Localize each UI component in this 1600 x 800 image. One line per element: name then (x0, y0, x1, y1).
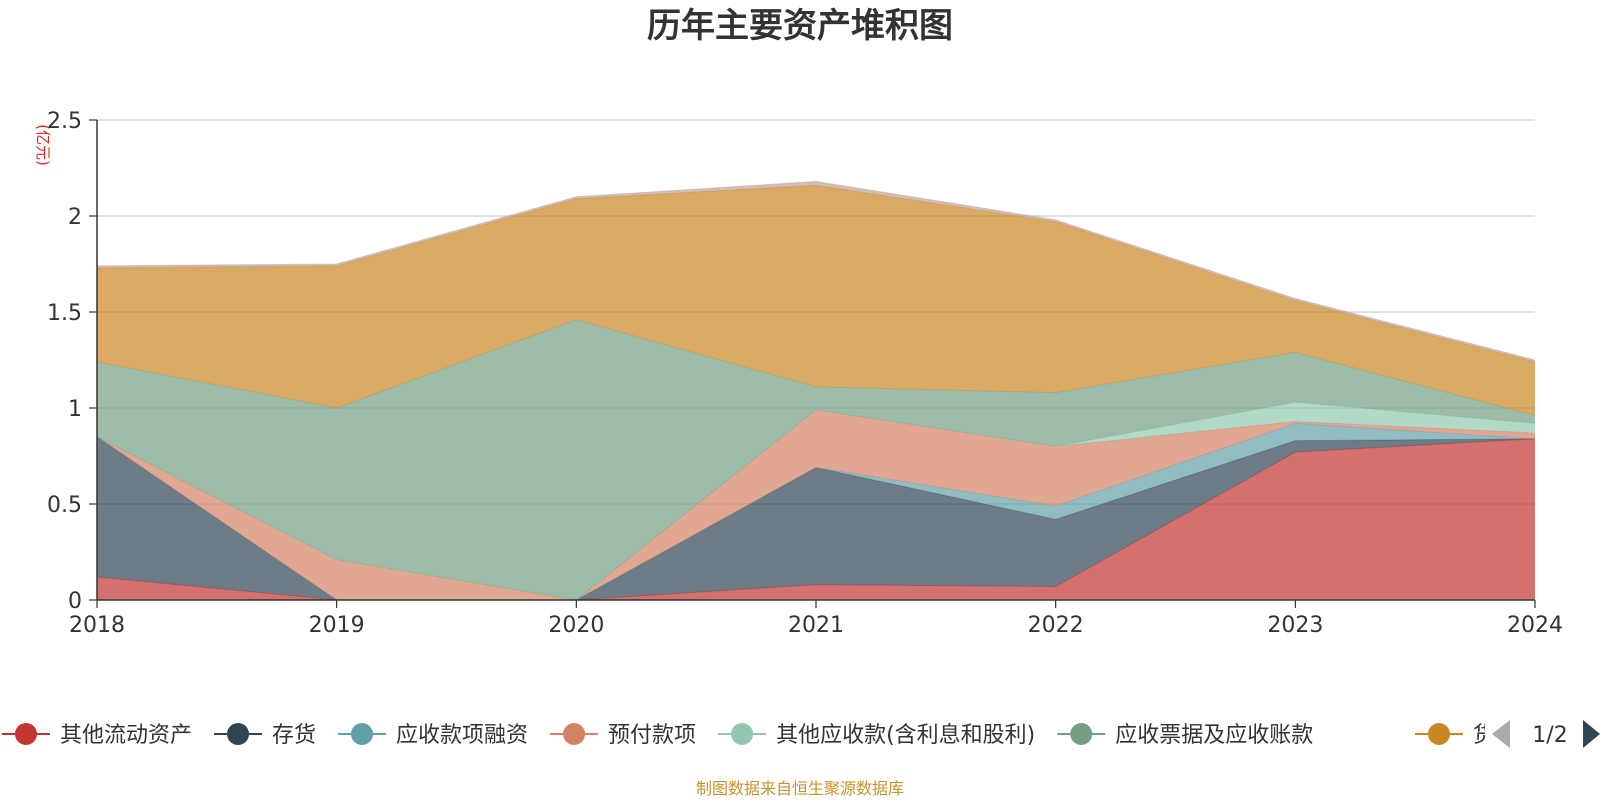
y-tick-label: 0.5 (47, 493, 82, 518)
legend-label: 其他应收款(含利息和股利) (776, 723, 1035, 748)
y-tick-label: 0 (68, 589, 82, 614)
legend-prev-page-icon[interactable] (1492, 720, 1510, 748)
y-tick-label: 1.5 (47, 301, 82, 326)
area-series-6 (97, 185, 1535, 416)
x-tick-label: 2021 (788, 613, 844, 638)
legend-page-indicator: 1/2 (1532, 723, 1567, 748)
legend-marker (351, 723, 374, 745)
legend-item[interactable]: 应收票据及应收账款 (1057, 723, 1313, 748)
area-series-layer (96, 180, 1536, 601)
area-series-5 (97, 319, 1535, 600)
area-series-0 (97, 438, 1535, 600)
legend-item[interactable]: 存货 (214, 723, 316, 748)
y-tick-label: 1 (68, 397, 82, 422)
area-series-2 (97, 423, 1535, 600)
x-tick-label: 2020 (548, 613, 604, 638)
chart-title: 历年主要资产堆积图 (647, 6, 953, 46)
legend-item-clipped[interactable]: 货 (1415, 723, 1495, 748)
area-series-1 (97, 436, 1535, 600)
axes: 0 0.5 1 1.5 2 2.5 2018 2019 2020 2021 2022 2023 2024 (47, 109, 1563, 638)
y-axis-unit-label: (亿元) (34, 124, 52, 166)
area-series-3 (97, 409, 1535, 600)
x-tick-label: 2018 (69, 613, 125, 638)
legend-label: 应收款项融资 (396, 723, 528, 748)
legend-label: 货 (1473, 723, 1495, 748)
legend-marker (731, 723, 754, 745)
legend-label: 存货 (272, 723, 316, 748)
legend-marker (1070, 723, 1093, 745)
x-tick-label: 2024 (1507, 613, 1563, 638)
x-tick-label: 2023 (1267, 613, 1323, 638)
area-series-4 (97, 402, 1535, 600)
legend-next-page-icon[interactable] (1583, 720, 1600, 748)
legend-item[interactable]: 应收款项融资 (338, 723, 528, 748)
legend-label: 预付款项 (608, 723, 696, 748)
legend-item[interactable]: 其他应收款(含利息和股利) (718, 723, 1035, 748)
legend: 其他流动资产 存货 应收款项融资 预付款项 其他应收款(含利息和股利) 应收票据及应收账款… (2, 720, 1600, 748)
legend-item[interactable]: 其他流动资产 (2, 723, 192, 748)
legend-label: 其他流动资产 (60, 723, 192, 748)
legend-marker (563, 723, 586, 745)
area-series-line-7 (96, 180, 1536, 361)
legend-marker (1428, 723, 1450, 745)
x-tick-label: 2022 (1028, 613, 1084, 638)
y-tick-label: 2.5 (47, 109, 82, 134)
legend-label: 应收票据及应收账款 (1115, 723, 1313, 748)
data-source-note: 制图数据来自恒生聚源数据库 (696, 779, 904, 798)
legend-marker (15, 723, 37, 745)
legend-item[interactable]: 预付款项 (550, 723, 696, 748)
x-tick-label: 2019 (309, 613, 365, 638)
legend-marker (227, 723, 250, 745)
y-tick-label: 2 (68, 205, 82, 230)
